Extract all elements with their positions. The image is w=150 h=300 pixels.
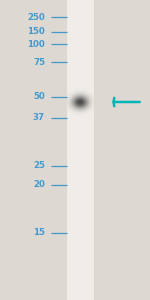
Text: 100: 100	[27, 40, 45, 49]
Text: 37: 37	[33, 113, 45, 122]
Bar	[67, 0, 94, 300]
Text: 15: 15	[33, 228, 45, 237]
Text: 75: 75	[33, 58, 45, 67]
Text: 150: 150	[27, 27, 45, 36]
Text: 25: 25	[33, 161, 45, 170]
Text: 250: 250	[27, 13, 45, 22]
Text: 20: 20	[33, 180, 45, 189]
Text: 50: 50	[33, 92, 45, 101]
